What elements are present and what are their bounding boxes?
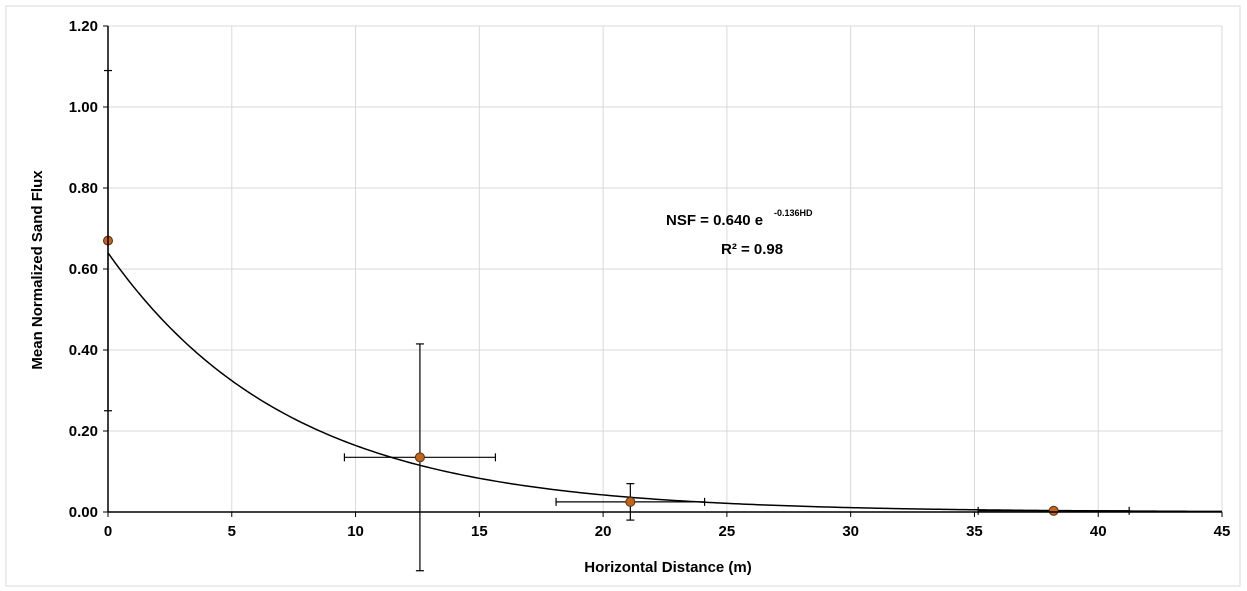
fit-equation: NSF = 0.640 e -0.136HD R² = 0.98 <box>666 208 813 258</box>
axes <box>103 25 1223 517</box>
y-tick-label: 1.00 <box>69 99 98 116</box>
x-tick-label: 5 <box>228 523 236 540</box>
x-axis-title: Horizontal Distance (m) <box>584 559 752 576</box>
x-tick-label: 45 <box>1214 523 1231 540</box>
x-tick-label: 15 <box>471 523 488 540</box>
data-point <box>414 452 425 463</box>
x-tick-label: 20 <box>595 523 612 540</box>
r-squared-label: R² = 0.98 <box>721 241 783 258</box>
y-tick-label: 1.20 <box>69 18 98 35</box>
equation-exponent: -0.136HD <box>774 208 813 218</box>
data-point <box>625 496 636 507</box>
y-tick-label: 0.00 <box>69 504 98 521</box>
y-tick-label: 0.20 <box>69 423 98 440</box>
x-tick-label: 10 <box>347 523 364 540</box>
y-tick-label: 0.80 <box>69 180 98 197</box>
y-tick-label: 0.40 <box>69 342 98 359</box>
data-points <box>103 235 1059 516</box>
data-point <box>1048 505 1059 516</box>
x-tick-label: 25 <box>719 523 736 540</box>
tick-labels: 0 5 10 15 20 25 30 35 40 45 0.00 0.20 0.40 0.60 0.80 1.… <box>69 18 1231 540</box>
x-tick-label: 30 <box>842 523 859 540</box>
x-tick-label: 35 <box>966 523 983 540</box>
equation-main: NSF = 0.640 e <box>666 212 763 229</box>
chart-area <box>5 5 1241 587</box>
x-tick-label: 40 <box>1090 523 1107 540</box>
y-axis-title: Mean Normalized Sand Flux <box>29 170 46 370</box>
gridlines <box>108 25 1223 512</box>
x-tick-label: 0 <box>104 523 112 540</box>
y-tick-label: 0.60 <box>69 261 98 278</box>
